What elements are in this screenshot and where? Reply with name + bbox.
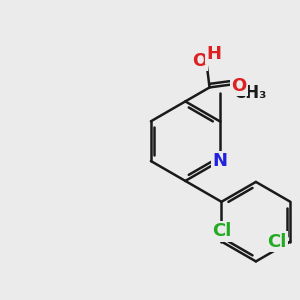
Text: N: N [212, 152, 227, 170]
Text: Cl: Cl [267, 232, 287, 250]
Text: H: H [206, 45, 221, 63]
Text: O: O [231, 77, 247, 95]
Text: O: O [192, 52, 207, 70]
Text: CH₃: CH₃ [233, 84, 266, 102]
Text: Cl: Cl [212, 222, 231, 240]
